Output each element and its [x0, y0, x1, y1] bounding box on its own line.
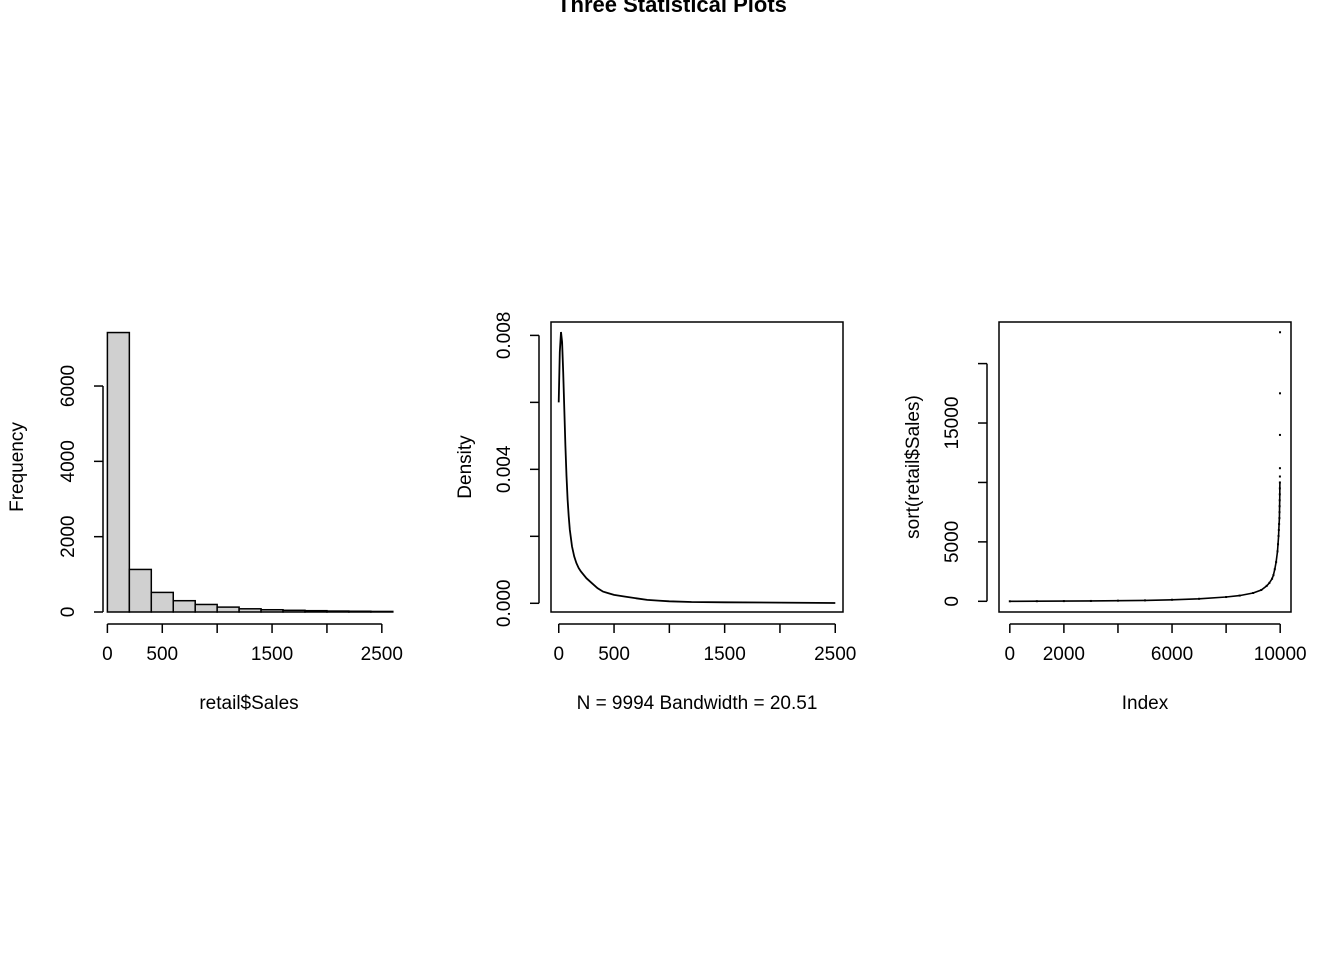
- x-tick-label: 1500: [704, 644, 746, 665]
- histogram-bar: [216, 606, 240, 613]
- scatter-point: [1278, 433, 1281, 436]
- x-tick-label: 2500: [361, 644, 403, 665]
- y-axis-title: Frequency: [7, 422, 28, 512]
- y-tick-label: 15000: [942, 397, 963, 450]
- y-tick-label: 6000: [58, 365, 79, 407]
- x-axis-title: N = 9994 Bandwidth = 20.51: [577, 693, 818, 714]
- y-tick-label: 0: [58, 607, 79, 618]
- x-tick-label: 0: [1005, 644, 1016, 665]
- figure-title: Three Statistical Plots: [557, 0, 787, 17]
- y-tick-label: 0.008: [494, 312, 515, 360]
- y-tick-label: 0.004: [494, 445, 515, 493]
- scatter-point: [1279, 331, 1282, 334]
- x-tick-label: 500: [146, 644, 178, 665]
- panel-2: 0 500 1500 2500 0.000 0.004 0.008 N = 9994 Band…: [455, 312, 856, 714]
- histogram-bar: [370, 610, 394, 613]
- x-tick-label: 500: [598, 644, 630, 665]
- scatter-point: [1278, 392, 1281, 395]
- histogram-bar: [194, 603, 218, 613]
- panel-1: 0 500 1500 2500 0 2000 4000 6000 retail$Sales Fre…: [7, 331, 403, 714]
- density-line: [557, 331, 836, 604]
- histogram-bar: [304, 609, 328, 613]
- histogram-bar: [260, 608, 284, 613]
- plot-frame: [998, 321, 1292, 613]
- x-tick-label: 0: [102, 644, 113, 665]
- x-tick-label: 1500: [251, 644, 293, 665]
- x-tick-label: 2000: [1043, 644, 1085, 665]
- scatter-point: [1278, 475, 1281, 478]
- histogram-bar: [348, 610, 372, 613]
- x-axis-title: Index: [1122, 693, 1169, 714]
- scatter-point: [1278, 481, 1281, 484]
- x-tick-label: 6000: [1151, 644, 1193, 665]
- x-tick-label: 10000: [1254, 644, 1307, 665]
- y-tick-label: 0: [942, 596, 963, 607]
- histogram-bar: [106, 331, 131, 613]
- histogram-bar: [150, 591, 175, 613]
- y-tick-label: 0.000: [494, 580, 515, 628]
- scatter-point: [1278, 467, 1281, 470]
- histogram-bar: [128, 568, 153, 613]
- y-tick-label: 2000: [58, 516, 79, 558]
- histogram-bar: [172, 599, 196, 613]
- y-axis-title: sort(retail$Sales): [903, 395, 924, 539]
- x-tick-label: 0: [553, 644, 564, 665]
- x-axis-title: retail$Sales: [199, 693, 298, 714]
- x-tick-label: 2500: [814, 644, 856, 665]
- y-tick-label: 4000: [58, 440, 79, 482]
- panel-3: 0 2000 6000 10000 0 5000 15000 Index sort(retail…: [903, 321, 1307, 714]
- y-tick-label: 5000: [942, 521, 963, 563]
- histogram-bar: [238, 608, 262, 613]
- scatter-dense-run: [1009, 482, 1281, 603]
- histogram-bar: [326, 610, 350, 613]
- plot-frame: [550, 321, 844, 613]
- histogram-bar: [282, 609, 306, 613]
- y-axis-title: Density: [455, 435, 476, 499]
